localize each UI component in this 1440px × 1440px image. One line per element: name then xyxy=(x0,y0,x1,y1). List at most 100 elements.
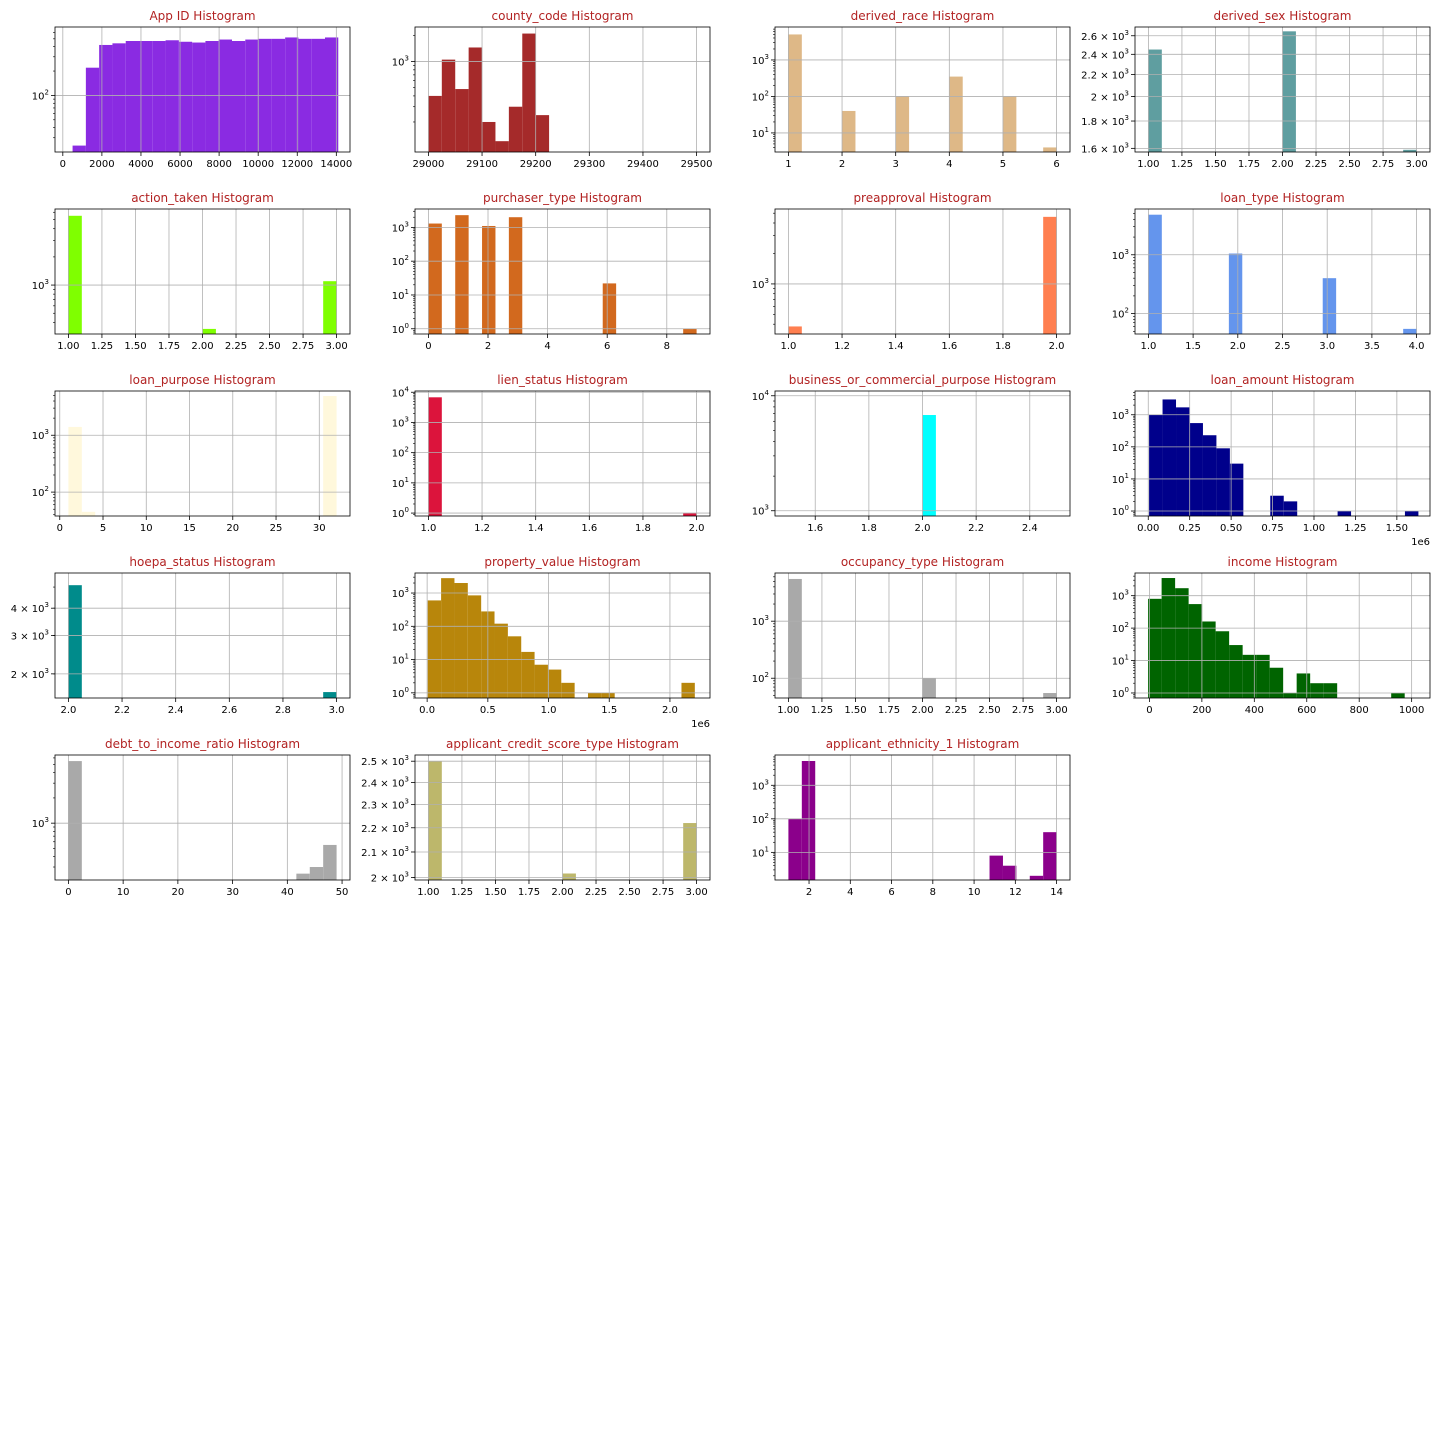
x-tick-label: 2.0 xyxy=(1230,341,1246,352)
x-tick-label: 3.00 xyxy=(685,887,707,898)
y-tick-label: 102 xyxy=(32,485,49,499)
histogram-bar xyxy=(1043,216,1057,334)
histogram-bar xyxy=(1189,423,1203,516)
x-tick-label: 29300 xyxy=(573,159,605,170)
x-tick-label: 29100 xyxy=(466,159,498,170)
histogram-chart: loan_type Histogram 1.0 1.5 2.0 2.5 3.0 3.5 4.0… xyxy=(1112,191,1431,352)
y-tick-label: 103 xyxy=(32,816,49,830)
histogram-panel: loan_purpose Histogram 0 5 10 15 20 25 30 102 103 xyxy=(0,364,360,546)
y-tick-label: 4 × 103 xyxy=(11,601,49,615)
histogram-bar xyxy=(1403,149,1417,152)
x-tick-label: 2.50 xyxy=(1338,159,1360,170)
histogram-panel: property_value Histogram 0.0 0.5 1.0 1.5 2.0 1… xyxy=(360,546,720,730)
x-tick-label: 1.50 xyxy=(1386,523,1408,534)
histogram-bar xyxy=(1043,147,1057,152)
histogram-bar xyxy=(482,121,496,152)
histogram-bar xyxy=(165,40,179,152)
y-tick-label: 102 xyxy=(392,446,409,460)
y-tick-label: 103 xyxy=(392,54,409,68)
y-tick-label: 1.8 × 103 xyxy=(1081,114,1129,128)
histogram-chart: loan_amount Histogram 0.00 0.25 0.50 0.75 1.0… xyxy=(1112,373,1431,548)
gridlines xyxy=(415,755,710,880)
x-tick-label: 3.0 xyxy=(329,705,345,716)
x-tick-label: 1.4 xyxy=(888,341,904,352)
histogram-bar xyxy=(1282,31,1296,152)
x-tick-label: 1.4 xyxy=(528,523,544,534)
x-tick-label: 1.5 xyxy=(601,705,617,716)
gridlines xyxy=(415,573,710,698)
chart-title: purchaser_type Histogram xyxy=(483,191,642,205)
histogram-chart: county_code Histogram 29000 29100 29200 2930… xyxy=(392,9,713,170)
histogram-bar xyxy=(428,397,442,516)
x-tick-label: 2.0 xyxy=(915,523,931,534)
x-tick-label: 6 xyxy=(888,887,894,898)
histogram-bar xyxy=(535,115,550,152)
chart-title: loan_amount Histogram xyxy=(1211,373,1355,387)
x-tick-label: 1.8 xyxy=(861,523,877,534)
chart-title: debt_to_income_ratio Histogram xyxy=(105,737,300,751)
histogram-bar xyxy=(1283,692,1297,698)
axes-frame xyxy=(774,26,1071,153)
y-tick-label: 2.2 × 103 xyxy=(361,821,409,835)
chart-title: lien_status Histogram xyxy=(497,373,628,387)
histogram-bar xyxy=(455,89,469,152)
x-tick-label: 5 xyxy=(1000,159,1006,170)
y-tick-label: 101 xyxy=(752,845,769,859)
x-tick-label: 600 xyxy=(1297,705,1316,716)
histogram-bar xyxy=(428,223,442,334)
histogram-chart: applicant_credit_score_type Histogram 1.0… xyxy=(361,737,711,898)
x-tick-label: 200 xyxy=(1192,705,1211,716)
x-tick-label: 800 xyxy=(1350,705,1369,716)
histogram-bar xyxy=(989,855,1003,880)
x-tick-label: 1.75 xyxy=(1238,159,1260,170)
histogram-bar xyxy=(1296,673,1311,698)
histogram-bar xyxy=(601,692,615,698)
histogram-chart: debt_to_income_ratio Histogram 0 10 20 30 40 5… xyxy=(32,737,351,898)
histogram-chart: applicant_ethnicity_1 Histogram 2 4 6 8 10 12 1… xyxy=(752,737,1071,898)
x-tick-label: 2 xyxy=(839,159,845,170)
histogram-bar xyxy=(1043,693,1057,698)
histogram-bar xyxy=(1202,435,1217,516)
y-tick-label: 2 × 103 xyxy=(1091,90,1129,104)
y-tick-label: 103 xyxy=(392,415,409,429)
x-tick-label: 8 xyxy=(930,887,936,898)
gridlines xyxy=(1135,391,1430,516)
histogram-bar xyxy=(1337,511,1352,516)
histogram-bar xyxy=(1029,875,1044,880)
histogram-bar xyxy=(495,141,509,152)
y-tick-label: 101 xyxy=(392,476,409,490)
y-tick-label: 102 xyxy=(32,88,49,102)
x-tick-label: 2.25 xyxy=(1305,159,1327,170)
y-tick-label: 2.1 × 103 xyxy=(361,845,409,859)
x-tick-label: 2.5 xyxy=(1275,341,1291,352)
gridlines xyxy=(775,573,1070,698)
histogram-panel: action_taken Histogram 1.00 1.25 1.50 1.75 2.… xyxy=(0,182,360,364)
y-tick-label: 2.6 × 103 xyxy=(1081,29,1129,43)
histogram-bar xyxy=(323,844,337,880)
histogram-bar xyxy=(1148,49,1162,153)
x-tick-label: 14000 xyxy=(320,159,352,170)
y-tick-label: 102 xyxy=(392,619,409,633)
y-tick-label: 103 xyxy=(1112,589,1129,603)
histogram-bar xyxy=(801,760,816,880)
x-tick-label: 1.00 xyxy=(777,705,799,716)
histogram-chart: loan_purpose Histogram 0 5 10 15 20 25 30 102 103 xyxy=(32,373,351,534)
histogram-bar xyxy=(296,873,310,880)
histogram-panel: applicant_ethnicity_1 Histogram 2 4 6 8 10 12 1… xyxy=(720,728,1080,910)
gridlines xyxy=(1135,573,1430,698)
histogram-bar xyxy=(1323,683,1338,698)
gridlines xyxy=(775,209,1070,334)
histogram-bar xyxy=(81,511,96,516)
chart-title: action_taken Histogram xyxy=(131,191,274,205)
histogram-bar xyxy=(72,145,86,152)
x-tick-label: 1.5 xyxy=(1185,341,1201,352)
histogram-bar xyxy=(508,106,523,152)
x-tick-label: 4 xyxy=(847,887,853,898)
histogram-bar xyxy=(454,583,468,698)
y-tick-label: 102 xyxy=(752,671,769,685)
x-tick-label: 5 xyxy=(100,523,106,534)
histogram-bar xyxy=(547,669,562,698)
histogram-bar xyxy=(285,37,299,152)
histogram-bar xyxy=(1228,253,1243,334)
histogram-bar xyxy=(561,682,575,698)
